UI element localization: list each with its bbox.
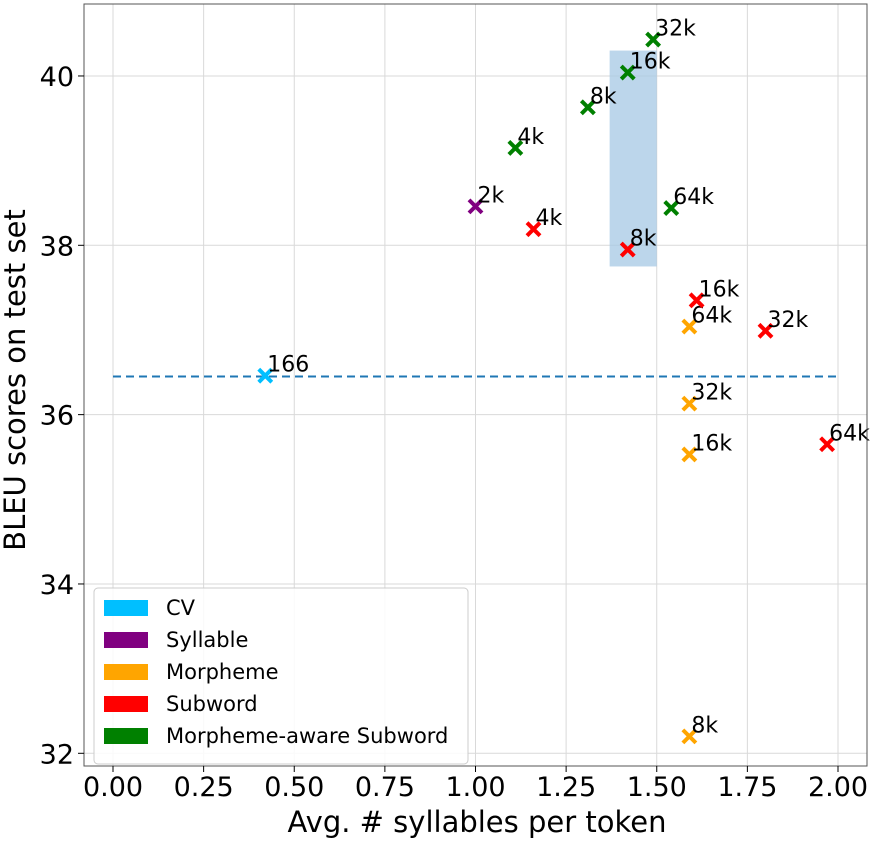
point-marker <box>467 198 484 215</box>
data-point: 64k <box>819 421 870 453</box>
data-point: 4k <box>525 206 563 238</box>
data-point: 2k <box>467 183 505 215</box>
data-point: 64k <box>681 304 732 335</box>
point-label: 64k <box>673 185 714 210</box>
legend-box <box>93 587 469 765</box>
point-marker <box>525 221 542 238</box>
legend-swatch <box>104 728 148 744</box>
point-marker <box>757 322 774 339</box>
data-point: 16k <box>681 431 732 463</box>
x-tick-label: 0.25 <box>174 772 234 803</box>
legend-swatch <box>104 664 148 680</box>
point-label: 8k <box>590 84 617 109</box>
data-point: 166 <box>257 353 309 384</box>
point-label: 8k <box>691 713 718 738</box>
legend-swatch <box>104 600 148 616</box>
point-label: 166 <box>267 353 309 378</box>
y-axis-title: BLEU scores on test set <box>0 209 32 551</box>
point-marker <box>579 99 596 116</box>
point-label: 16k <box>699 277 740 302</box>
point-marker <box>619 241 636 258</box>
legend-swatch <box>104 632 148 648</box>
data-point: 8k <box>579 84 617 116</box>
data-point: 32k <box>681 381 732 412</box>
data-point: 8k <box>619 227 657 258</box>
point-label: 8k <box>630 227 657 252</box>
legend-label: Syllable <box>166 628 248 652</box>
legend-label: Morpheme <box>166 660 279 684</box>
point-marker <box>257 367 274 384</box>
point-marker <box>688 292 705 309</box>
x-tick-label: 0.00 <box>83 772 143 803</box>
point-marker <box>819 436 836 453</box>
point-label: 4k <box>517 125 544 150</box>
grid <box>84 4 867 766</box>
data-point: 32k <box>757 308 809 339</box>
point-label: 64k <box>691 304 732 329</box>
data-point: 16k <box>688 277 740 309</box>
legend-label: Subword <box>166 692 258 716</box>
legend-label: CV <box>166 596 196 620</box>
x-tick-label: 1.75 <box>717 772 777 803</box>
point-marker <box>681 395 698 412</box>
point-marker <box>681 446 698 463</box>
data-point: 16k <box>619 50 671 81</box>
x-tick-label: 1.00 <box>445 772 505 803</box>
data-point: 32k <box>645 17 696 48</box>
points-layer: 166 2k 64k 32k 16k 8k 4k 8k 16k 32k 64k 4k 8k 16k 32k 6… <box>257 17 870 745</box>
point-label: 16k <box>691 431 732 456</box>
x-tick-label: 0.50 <box>264 772 324 803</box>
y-tick-label: 38 <box>40 231 74 262</box>
y-tick-label: 40 <box>40 62 74 93</box>
x-tick-label: 1.50 <box>627 772 687 803</box>
point-label: 64k <box>829 421 870 446</box>
point-marker <box>663 200 680 216</box>
data-point: 4k <box>507 125 544 156</box>
y-tick-label: 32 <box>40 739 74 770</box>
x-tick-label: 2.00 <box>808 772 868 803</box>
ticks-layer: 0.00 0.25 0.50 0.75 1.00 1.25 1.50 1.75 2.00 32 34… <box>40 62 868 803</box>
point-marker <box>681 728 698 745</box>
data-point: 64k <box>663 185 714 216</box>
x-axis-title: Avg. # syllables per token <box>288 805 667 839</box>
point-label: 2k <box>478 183 505 208</box>
data-point: 8k <box>681 713 718 745</box>
point-label: 32k <box>691 381 732 406</box>
point-marker <box>681 318 698 335</box>
point-label: 4k <box>536 206 563 231</box>
legend-label: Morpheme-aware Subword <box>166 724 448 748</box>
point-label: 32k <box>768 308 809 333</box>
x-tick-label: 1.25 <box>536 772 596 803</box>
legend: CV Syllable Morpheme Subword Morpheme-aware … <box>93 587 469 765</box>
point-label: 32k <box>655 17 696 42</box>
point-marker <box>619 64 636 81</box>
legend-swatch <box>104 696 148 712</box>
highlight-region <box>609 50 657 267</box>
point-label: 16k <box>630 50 671 75</box>
point-marker <box>645 31 662 48</box>
highlight-region-layer <box>609 50 657 267</box>
point-marker <box>507 140 524 156</box>
y-tick-label: 34 <box>40 570 74 601</box>
y-tick-label: 36 <box>40 401 74 432</box>
x-tick-label: 0.75 <box>355 772 415 803</box>
